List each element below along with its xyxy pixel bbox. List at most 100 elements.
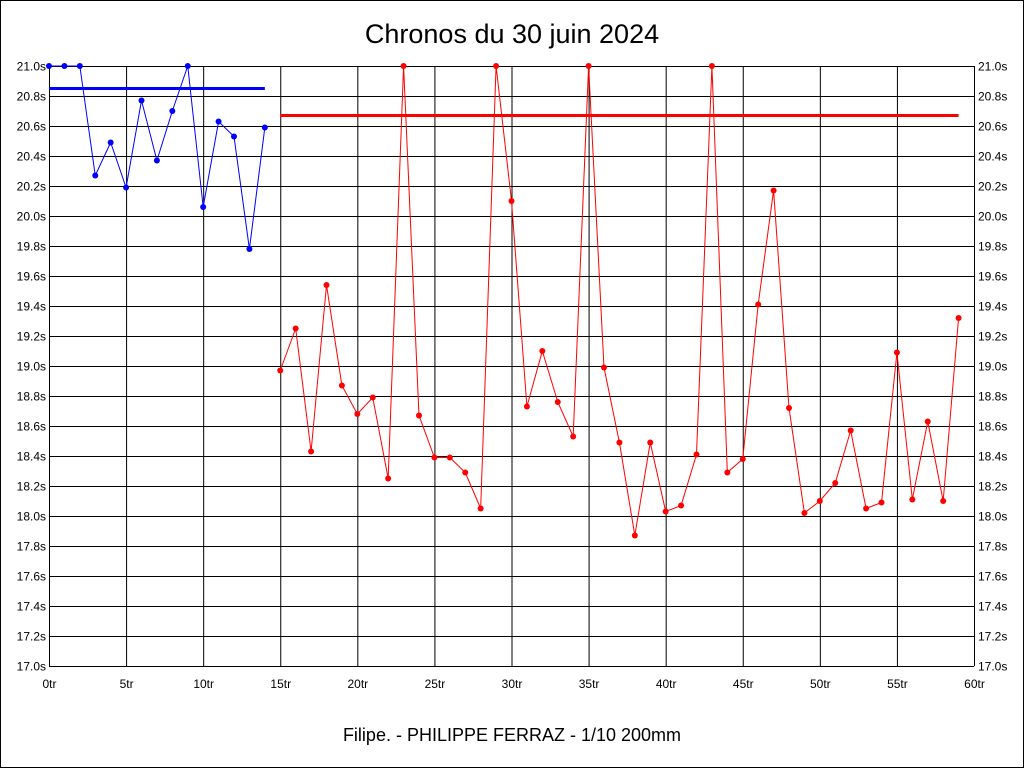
y-tick-label-left: 19.2s	[17, 330, 46, 344]
blue-data-point	[61, 63, 68, 69]
red-data-point	[308, 448, 315, 455]
red-data-point	[616, 439, 623, 446]
red-data-point	[801, 510, 808, 516]
y-tick-label-left: 21.0s	[17, 60, 46, 74]
chart-footer: Filipe. - PHILIPPE FERRAZ - 1/10 200mm	[342, 725, 682, 745]
red-data-point	[385, 475, 392, 482]
red-data-point	[338, 382, 345, 389]
red-data-point	[400, 63, 407, 69]
x-tick-label: 25tr	[425, 677, 446, 691]
red-data-point	[708, 63, 715, 69]
y-tick-label-left: 17.4s	[17, 600, 46, 614]
y-tick-label-left: 18.2s	[17, 480, 46, 494]
red-data-point	[955, 315, 962, 321]
y-tick-label-left: 20.8s	[17, 90, 46, 104]
y-tick-label-left: 19.4s	[17, 300, 46, 314]
blue-data-point	[169, 108, 176, 114]
y-tick-label-left: 20.4s	[17, 150, 46, 164]
red-data-point	[539, 348, 546, 354]
y-tick-label-right: 20.4s	[978, 150, 1007, 164]
x-tick-label: 50tr	[810, 677, 831, 691]
red-data-point	[724, 469, 731, 476]
blue-data-point	[215, 118, 222, 125]
blue-data-point	[46, 63, 52, 69]
red-data-point	[523, 403, 530, 410]
blue-data-point	[246, 246, 253, 252]
y-tick-label-right: 18.6s	[978, 420, 1007, 434]
chart-title: Chronos du 30 juin 2024	[364, 19, 660, 49]
red-data-point	[924, 418, 931, 425]
red-data-point	[678, 502, 685, 509]
red-data-point	[416, 412, 422, 419]
y-tick-label-right: 18.4s	[978, 450, 1007, 464]
red-data-point	[693, 451, 700, 458]
red-data-point	[893, 349, 900, 356]
y-tick-label-right: 20.0s	[978, 210, 1007, 224]
x-tick-label: 20tr	[347, 677, 368, 691]
y-tick-label-left: 18.8s	[17, 390, 46, 404]
blue-data-point	[231, 133, 237, 140]
red-data-point	[631, 532, 638, 539]
red-data-point	[446, 454, 453, 461]
blue-data-point	[184, 63, 191, 69]
red-data-point	[493, 63, 500, 69]
red-data-point	[909, 496, 916, 503]
y-tick-label-left: 18.6s	[17, 420, 46, 434]
y-tick-label-left: 20.2s	[17, 180, 46, 194]
y-tick-label-right: 20.6s	[978, 120, 1007, 134]
red-series-line	[279, 65, 960, 536]
blue-data-point	[138, 97, 145, 104]
y-tick-label-right: 19.8s	[978, 240, 1007, 254]
x-tick-label: 55tr	[887, 677, 908, 691]
red-data-point	[431, 454, 438, 461]
red-data-point	[508, 198, 515, 204]
red-data-point	[277, 367, 284, 374]
red-data-point	[863, 505, 870, 512]
y-tick-label-right: 18.0s	[978, 510, 1007, 524]
red-data-point	[554, 399, 561, 405]
y-tick-label-left: 17.6s	[17, 570, 46, 584]
x-tick-label: 15tr	[270, 677, 291, 691]
y-tick-label-right: 18.2s	[978, 480, 1007, 494]
red-data-point	[570, 433, 577, 440]
red-data-point	[832, 480, 839, 486]
red-data-point	[755, 301, 762, 308]
x-tick-label: 45tr	[733, 677, 754, 691]
red-data-point	[770, 187, 777, 194]
red-data-point	[739, 456, 746, 462]
x-tick-label: 30tr	[502, 677, 523, 691]
y-tick-label-right: 17.2s	[978, 630, 1007, 644]
red-data-point	[462, 469, 469, 476]
blue-data-point	[107, 139, 114, 146]
x-tick-label: 35tr	[579, 677, 600, 691]
y-tick-label-right: 17.6s	[978, 570, 1007, 584]
red-data-point	[662, 508, 669, 515]
y-tick-label-right: 19.0s	[978, 360, 1007, 374]
y-tick-label-left: 18.0s	[17, 510, 46, 524]
red-data-point	[354, 411, 361, 417]
x-tick-label: 60tr	[964, 677, 985, 691]
red-data-point	[585, 63, 592, 69]
y-tick-label-left: 17.8s	[17, 540, 46, 554]
blue-data-point	[76, 63, 83, 69]
red-data-point	[816, 498, 823, 504]
y-tick-label-left: 17.2s	[17, 630, 46, 644]
red-data-point	[878, 499, 885, 506]
red-data-point	[292, 325, 299, 332]
y-tick-label-right: 21.0s	[978, 60, 1007, 74]
red-data-point	[369, 394, 376, 401]
y-tick-label-right: 17.0s	[978, 660, 1007, 674]
y-tick-label-right: 19.2s	[978, 330, 1007, 344]
blue-data-point	[92, 172, 99, 179]
y-tick-label-left: 20.6s	[17, 120, 46, 134]
y-tick-label-right: 17.4s	[978, 600, 1007, 614]
blue-data-point	[153, 157, 160, 164]
red-data-point	[847, 427, 854, 434]
y-tick-label-left: 17.0s	[17, 660, 46, 674]
y-tick-label-right: 20.8s	[978, 90, 1007, 104]
y-tick-label-left: 19.8s	[17, 240, 46, 254]
y-tick-label-left: 20.0s	[17, 210, 46, 224]
red-data-point	[940, 498, 947, 504]
